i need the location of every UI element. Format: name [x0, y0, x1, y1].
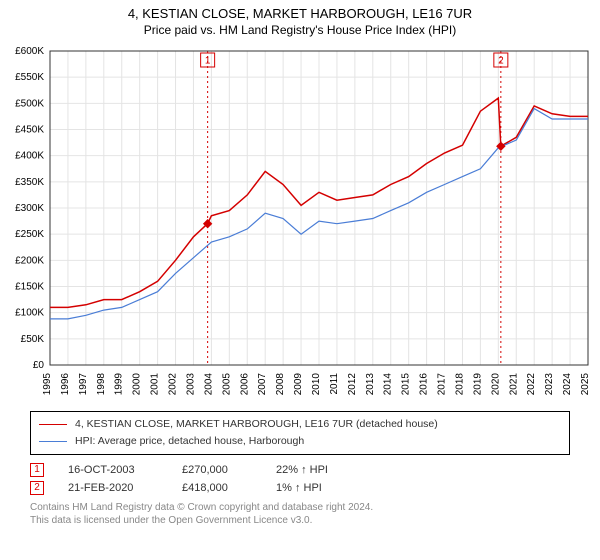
x-tick-label: 2020 — [490, 373, 501, 396]
title-line-2: Price paid vs. HM Land Registry's House … — [0, 23, 600, 37]
x-tick-label: 2017 — [437, 373, 448, 396]
sale-date: 16-OCT-2003 — [68, 464, 158, 476]
y-tick-label: £250K — [15, 229, 44, 240]
sale-price: £418,000 — [182, 482, 252, 494]
x-tick-label: 1996 — [60, 373, 71, 396]
x-tick-label: 2004 — [203, 373, 214, 396]
x-tick-label: 2015 — [401, 373, 412, 396]
x-tick-label: 2011 — [329, 373, 340, 395]
legend: 4, KESTIAN CLOSE, MARKET HARBOROUGH, LE1… — [30, 411, 570, 455]
x-tick-label: 2007 — [257, 373, 268, 396]
y-tick-label: £150K — [15, 282, 44, 293]
x-tick-label: 1995 — [42, 373, 53, 396]
x-tick-label: 2001 — [150, 373, 161, 396]
sale-price: £270,000 — [182, 464, 252, 476]
x-tick-label: 1999 — [114, 373, 125, 396]
x-tick-label: 1997 — [78, 373, 89, 396]
x-tick-label: 2000 — [132, 373, 143, 396]
sale-date: 21-FEB-2020 — [68, 482, 158, 494]
x-tick-label: 2024 — [562, 373, 573, 396]
sale-marker-label: 1 — [205, 56, 211, 67]
x-tick-label: 2012 — [347, 373, 358, 396]
legend-item: HPI: Average price, detached house, Harb… — [39, 433, 561, 450]
sale-marker-label: 2 — [498, 56, 504, 67]
x-tick-label: 2023 — [544, 373, 555, 396]
chart-title-block: 4, KESTIAN CLOSE, MARKET HARBOROUGH, LE1… — [0, 0, 600, 37]
y-tick-label: £400K — [15, 151, 44, 162]
x-tick-label: 2003 — [185, 373, 196, 396]
footer-line: This data is licensed under the Open Gov… — [30, 514, 570, 527]
y-tick-label: £50K — [21, 334, 45, 345]
legend-item: 4, KESTIAN CLOSE, MARKET HARBOROUGH, LE1… — [39, 416, 561, 433]
x-tick-label: 2013 — [365, 373, 376, 396]
footer-line: Contains HM Land Registry data © Crown c… — [30, 501, 570, 514]
x-tick-label: 2025 — [580, 373, 591, 396]
sale-delta: 1% ↑ HPI — [276, 482, 570, 494]
chart-svg: 1 2 £0 £50K £100K £150K £200K £250K £300K £350K £4… — [0, 45, 600, 405]
x-tick-label: 2021 — [508, 373, 519, 396]
legend-label: 4, KESTIAN CLOSE, MARKET HARBOROUGH, LE1… — [75, 416, 438, 433]
y-tick-label: £100K — [15, 308, 44, 319]
x-tick-label: 2002 — [168, 373, 179, 396]
price-chart: 1 2 £0 £50K £100K £150K £200K £250K £300K £350K £4… — [0, 45, 600, 405]
x-tick-label: 2022 — [526, 373, 537, 396]
x-tick-label: 2018 — [454, 373, 465, 396]
y-tick-label: £300K — [15, 203, 44, 214]
sales-table: 1 16-OCT-2003 £270,000 22% ↑ HPI 2 21-FE… — [30, 463, 570, 495]
x-tick-label: 2014 — [383, 373, 394, 396]
sale-delta: 22% ↑ HPI — [276, 464, 570, 476]
sale-row: 2 21-FEB-2020 £418,000 1% ↑ HPI — [30, 481, 570, 495]
x-tick-label: 2008 — [275, 373, 286, 396]
x-tick-label: 2016 — [419, 373, 430, 396]
x-tick-label: 2005 — [221, 373, 232, 396]
sale-row: 1 16-OCT-2003 £270,000 22% ↑ HPI — [30, 463, 570, 477]
x-tick-label: 1998 — [96, 373, 107, 396]
legend-swatch — [39, 441, 67, 442]
y-tick-label: £450K — [15, 125, 44, 136]
y-tick-label: £0 — [33, 360, 45, 371]
footer-note: Contains HM Land Registry data © Crown c… — [30, 501, 570, 527]
y-tick-label: £200K — [15, 255, 44, 266]
y-tick-label: £350K — [15, 177, 44, 188]
y-tick-label: £550K — [15, 72, 44, 83]
sale-marker-icon: 2 — [30, 481, 44, 495]
title-line-1: 4, KESTIAN CLOSE, MARKET HARBOROUGH, LE1… — [0, 6, 600, 21]
legend-swatch — [39, 424, 67, 425]
x-tick-label: 2019 — [472, 373, 483, 396]
y-tick-label: £500K — [15, 98, 44, 109]
x-tick-label: 2006 — [239, 373, 250, 396]
x-tick-label: 2009 — [293, 373, 304, 396]
x-tick-label: 2010 — [311, 373, 322, 396]
y-tick-label: £600K — [15, 46, 44, 57]
legend-label: HPI: Average price, detached house, Harb… — [75, 433, 304, 450]
sale-marker-icon: 1 — [30, 463, 44, 477]
